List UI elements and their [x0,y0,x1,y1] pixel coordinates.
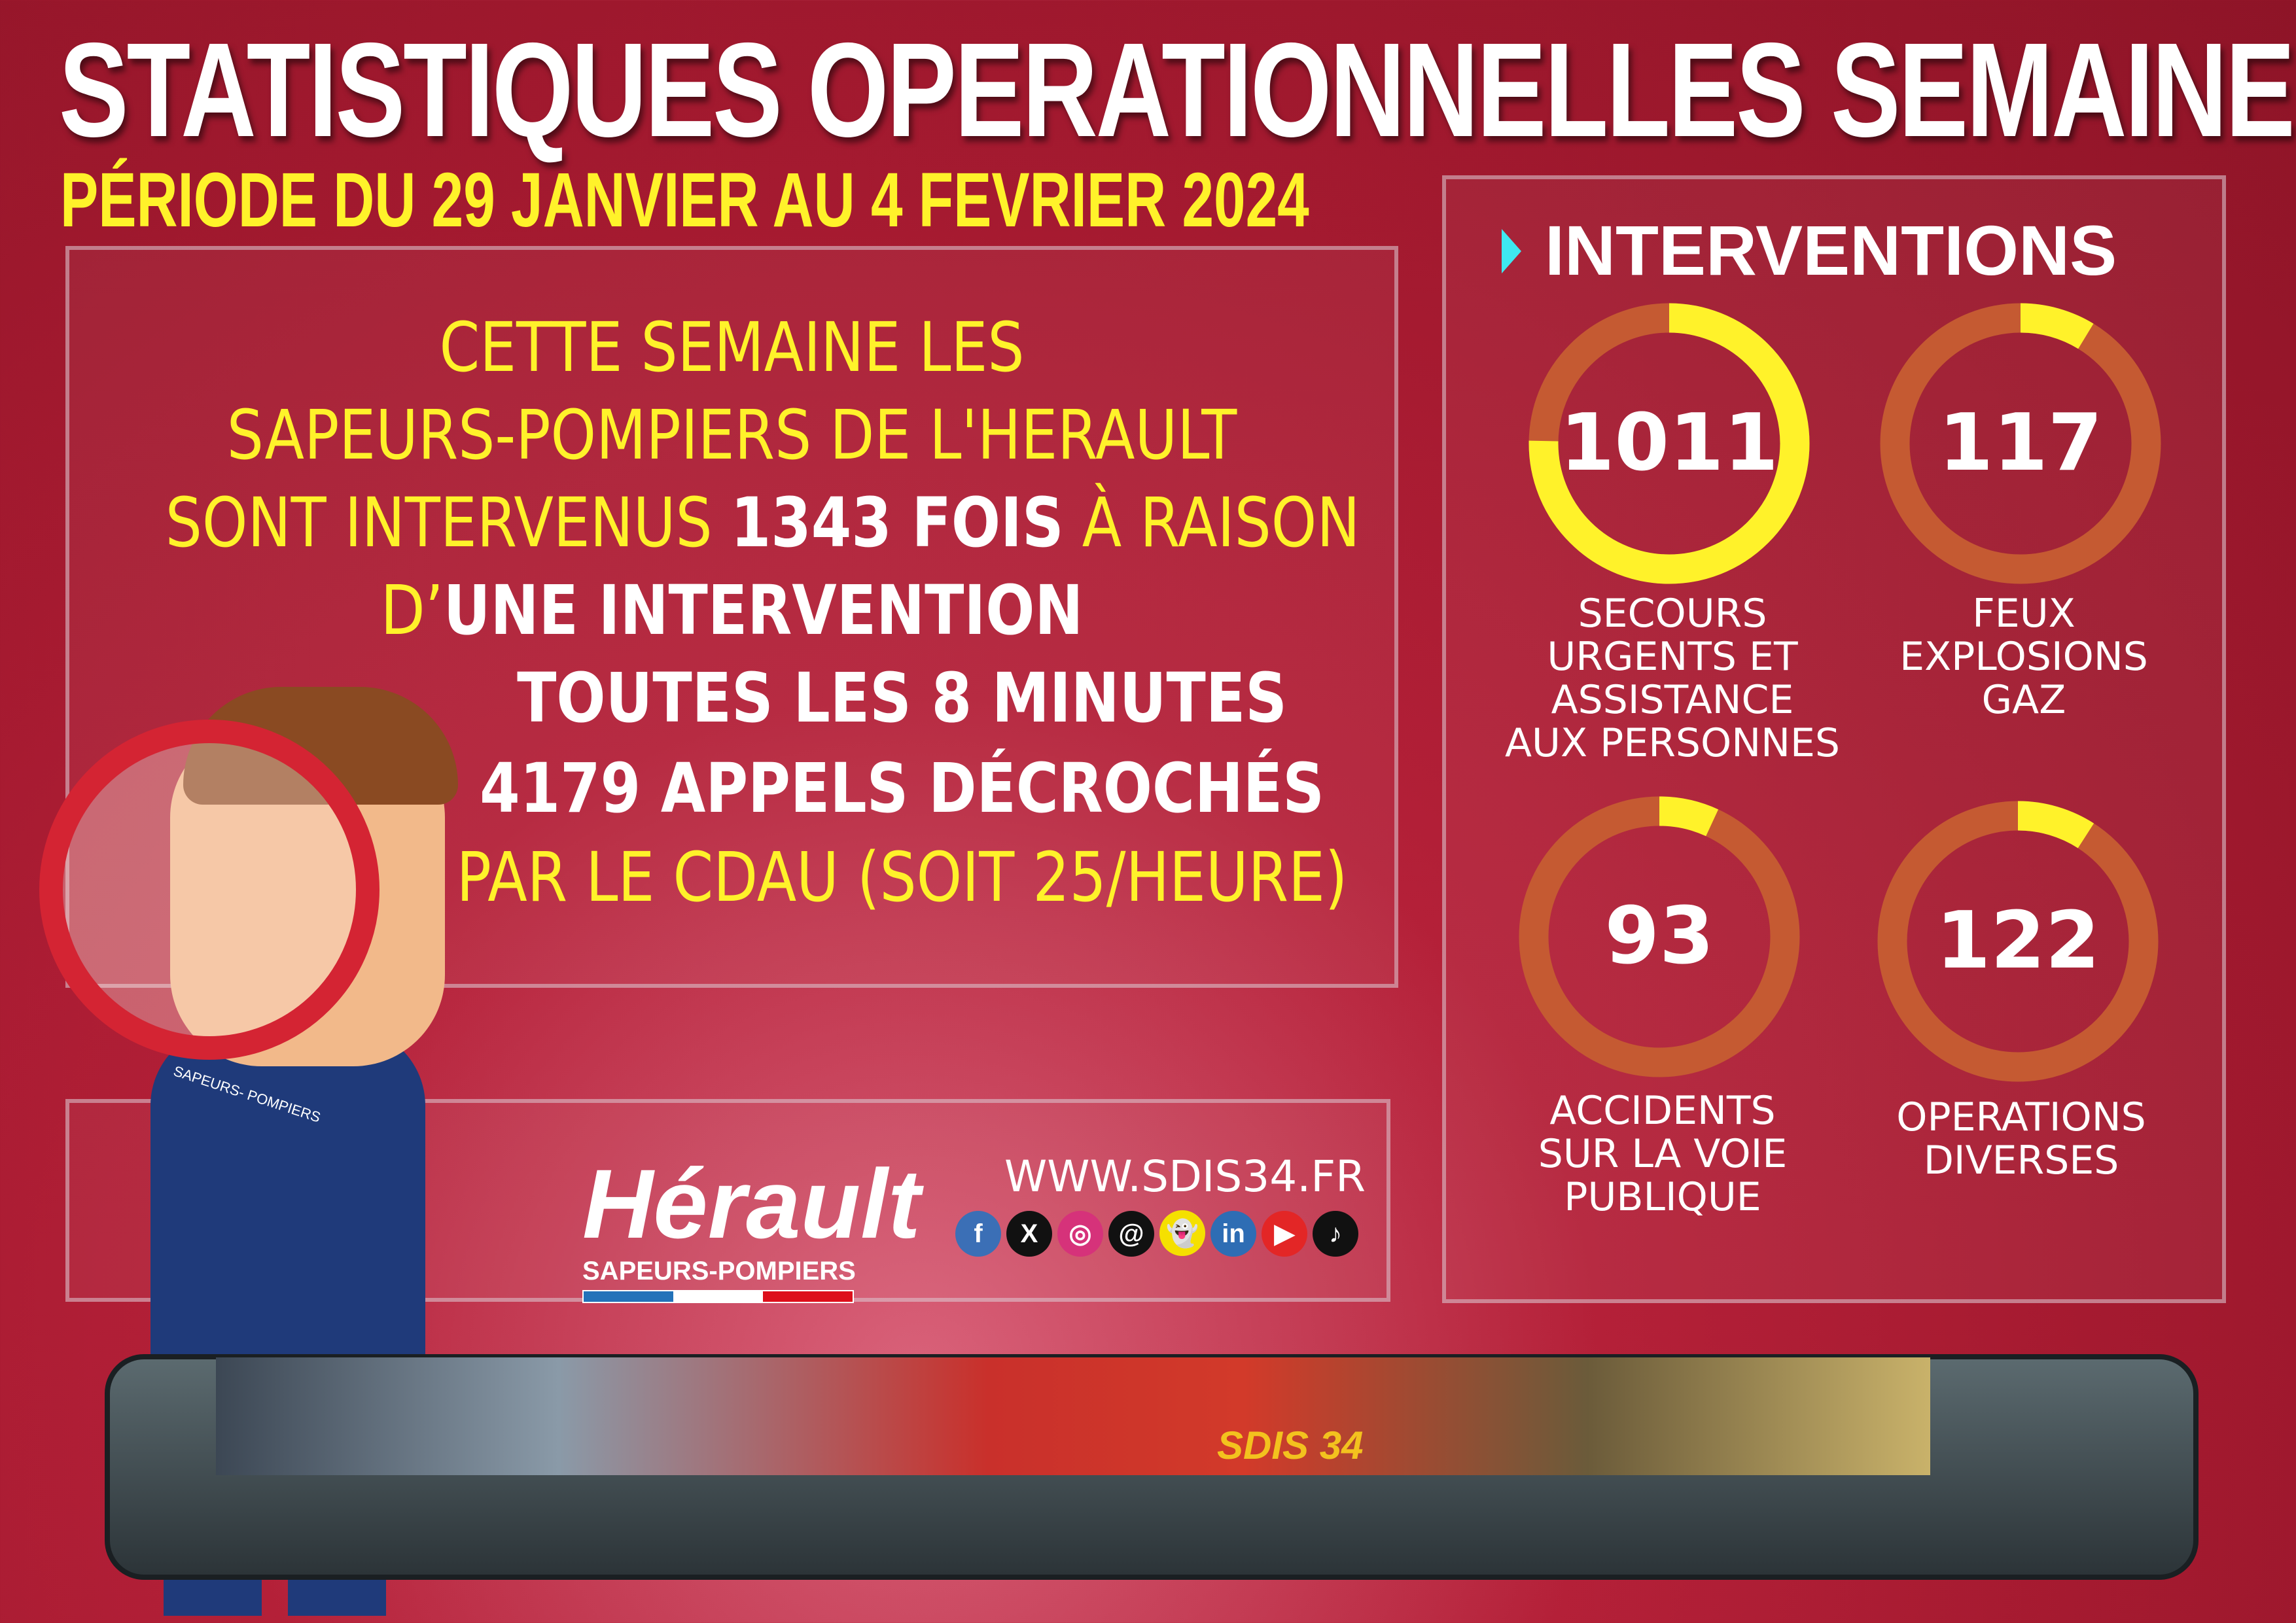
website-link[interactable]: WWW.SDIS34.FR [1004,1151,1366,1202]
donut-chart: 122 [1877,801,2159,1082]
herault-logo: Hérault SAPEURS-POMPIERS [582,1155,921,1303]
summary-line: CETTE SEMAINE LES [439,307,1025,387]
social-links: f X ◎ @ 👻 in ▶ ♪ [955,1210,1364,1257]
flag [582,1290,854,1303]
donut-chart: 93 [1519,796,1800,1077]
summary-line: 4179 APPELS DÉCROCHÉS [336,748,1468,828]
donut-label: OPERATIONS DIVERSES [1896,1094,2146,1183]
period-subtitle: PÉRIODE DU 29 JANVIER AU 4 FEVRIER 2024 [60,157,1309,243]
youtube-icon[interactable]: ▶ [1262,1210,1307,1257]
donut-chart: 117 [1880,303,2161,584]
summary-line: D’UNE INTERVENTION [166,570,1298,650]
donut-label: FEUX EXPLOSIONS GAZ [1899,591,2148,723]
phone-screen-photo: SDIS 34 [216,1357,1930,1475]
summary-line: PAR LE CDAU (SOIT 25/HEURE) [456,837,1348,917]
text: 4179 APPELS DÉCROCHÉS [480,748,1324,828]
donut-svg [1877,801,2159,1082]
tiktok-icon[interactable]: ♪ [1313,1211,1358,1257]
magnifier-icon [39,720,380,1060]
linkedin-icon[interactable]: in [1210,1211,1256,1257]
text: 1343 FOIS [730,483,1064,563]
summary-line: TOUTES LES 8 MINUTES [336,658,1468,738]
donut-svg [1519,796,1800,1077]
donut-fill [1528,303,1810,584]
facebook-icon[interactable]: f [955,1211,1001,1257]
threads-icon[interactable]: @ [1108,1211,1154,1257]
donut-fill [1519,796,1800,1077]
donut-fill [1877,801,2159,1082]
donut-value: 122 [1935,896,2100,986]
text: D’ [380,570,444,650]
donut-value: 93 [1604,891,1714,982]
donut-label: SECOURS URGENTS ET ASSISTANCE AUX PERSON… [1505,591,1840,766]
donut-svg [1528,303,1810,584]
instagram-icon[interactable]: ◎ [1057,1210,1103,1257]
text: TOUTES LES 8 MINUTES [517,658,1287,738]
donut-chart: 1011 [1528,303,1810,584]
donut-value: 117 [1938,398,2103,489]
page-title: STATISTIQUES OPERATIONNELLES SEMAINE 5 [59,15,2296,165]
donut-label: ACCIDENTS SUR LA VOIE PUBLIQUE [1538,1088,1788,1220]
snapchat-icon[interactable]: 👻 [1159,1210,1205,1256]
text: À RAISON [1063,483,1360,563]
x-icon[interactable]: X [1006,1211,1052,1257]
donut-fill [1880,303,2161,584]
arrow-icon [1502,229,1521,273]
logo-word: Hérault [582,1149,921,1259]
logo-sub: SAPEURS-POMPIERS [582,1257,856,1285]
summary-line: SONT INTERVENUS 1343 FOIS À RAISON [165,483,1360,563]
donut-value: 1011 [1560,398,1778,489]
text: SONT INTERVENUS [165,483,731,563]
summary-line: SAPEURS-POMPIERS DE L'HERAULT [226,395,1237,475]
interventions-title: INTERVENTIONS [1545,211,2117,290]
donut-svg [1880,303,2161,584]
text: UNE INTERVENTION [443,570,1084,650]
truck-label: SDIS 34 [1217,1423,1364,1467]
